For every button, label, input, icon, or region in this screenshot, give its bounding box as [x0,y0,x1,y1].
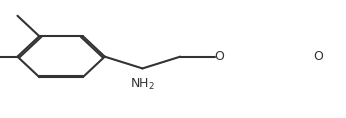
Text: O: O [215,50,225,63]
Text: O: O [313,50,323,63]
Text: NH$_2$: NH$_2$ [130,77,155,92]
